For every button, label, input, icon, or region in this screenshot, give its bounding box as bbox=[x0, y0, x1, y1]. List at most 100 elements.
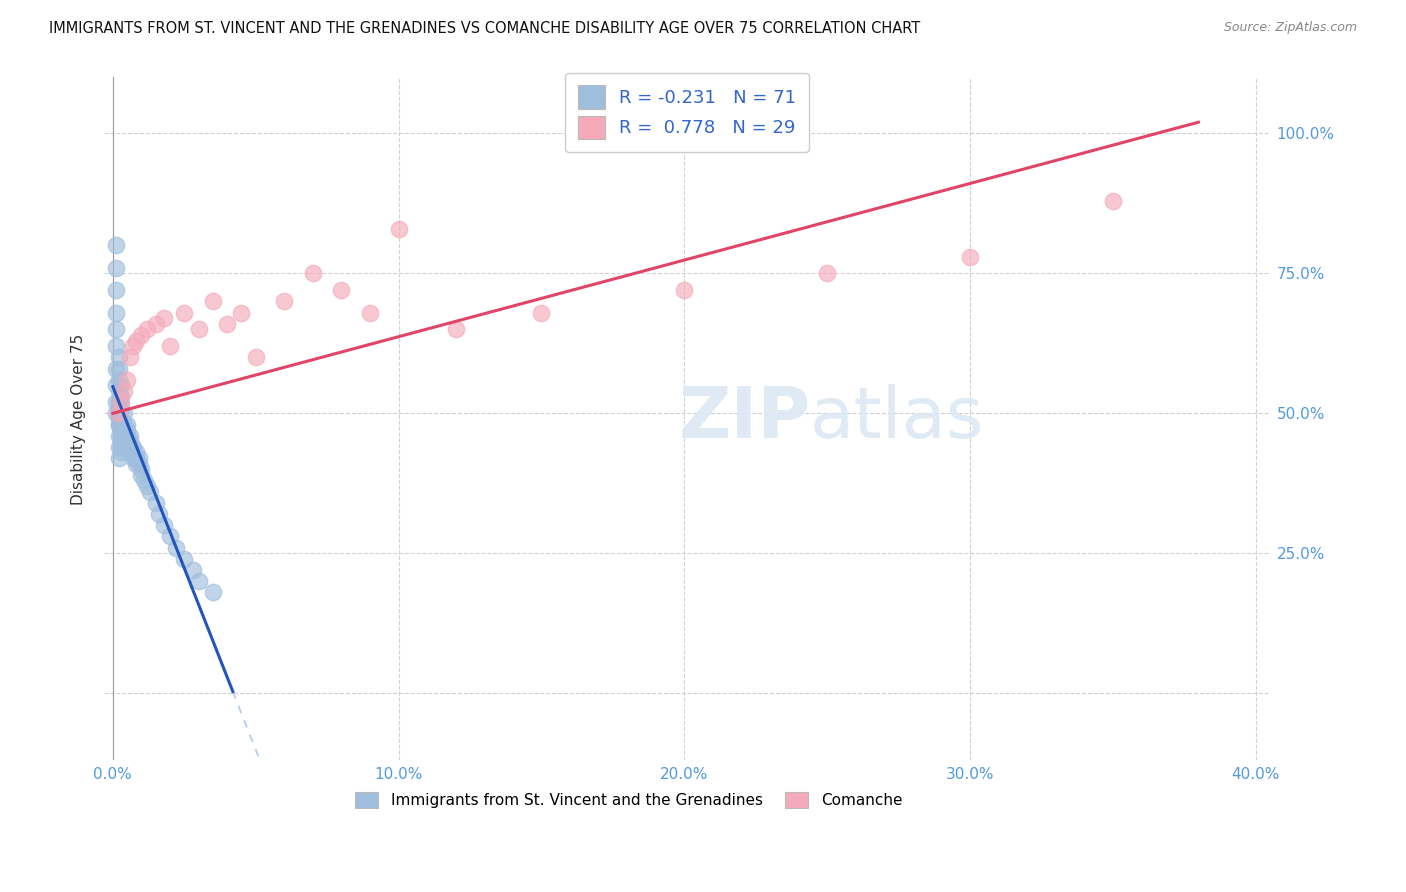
Point bbox=[115, 417, 138, 432]
Point bbox=[131, 327, 153, 342]
Legend: Immigrants from St. Vincent and the Grenadines, Comanche: Immigrants from St. Vincent and the Gren… bbox=[349, 786, 908, 814]
Point bbox=[131, 467, 153, 482]
Point bbox=[110, 428, 132, 442]
Point bbox=[159, 339, 181, 353]
Point bbox=[110, 395, 132, 409]
Point bbox=[139, 484, 162, 499]
Point bbox=[110, 440, 132, 454]
Point bbox=[115, 440, 138, 454]
Point bbox=[145, 317, 167, 331]
Point bbox=[115, 428, 138, 442]
Point bbox=[110, 412, 132, 426]
Point bbox=[136, 479, 159, 493]
Point bbox=[125, 457, 148, 471]
Point bbox=[110, 434, 132, 449]
Point bbox=[104, 260, 127, 275]
Point bbox=[673, 283, 696, 297]
Point bbox=[107, 417, 129, 432]
Point bbox=[530, 305, 553, 319]
Point bbox=[273, 294, 295, 309]
Point bbox=[201, 585, 224, 599]
Point bbox=[112, 406, 135, 420]
Point bbox=[107, 451, 129, 466]
Point bbox=[121, 339, 143, 353]
Point bbox=[112, 384, 135, 398]
Point bbox=[115, 423, 138, 437]
Point bbox=[125, 451, 148, 466]
Point bbox=[118, 445, 141, 459]
Point bbox=[145, 496, 167, 510]
Point bbox=[118, 440, 141, 454]
Point bbox=[173, 552, 195, 566]
Point bbox=[107, 440, 129, 454]
Point bbox=[110, 401, 132, 415]
Point bbox=[104, 339, 127, 353]
Point bbox=[107, 384, 129, 398]
Point bbox=[121, 445, 143, 459]
Point bbox=[359, 305, 381, 319]
Point bbox=[110, 423, 132, 437]
Point bbox=[112, 423, 135, 437]
Point bbox=[107, 412, 129, 426]
Point bbox=[104, 238, 127, 252]
Point bbox=[134, 474, 156, 488]
Point bbox=[330, 283, 353, 297]
Point bbox=[110, 390, 132, 404]
Point bbox=[107, 406, 129, 420]
Point bbox=[444, 322, 467, 336]
Text: Source: ZipAtlas.com: Source: ZipAtlas.com bbox=[1223, 21, 1357, 34]
Point bbox=[231, 305, 253, 319]
Point bbox=[187, 322, 209, 336]
Point bbox=[104, 395, 127, 409]
Point bbox=[136, 322, 159, 336]
Point bbox=[131, 462, 153, 476]
Text: IMMIGRANTS FROM ST. VINCENT AND THE GRENADINES VS COMANCHE DISABILITY AGE OVER 7: IMMIGRANTS FROM ST. VINCENT AND THE GREN… bbox=[49, 21, 921, 36]
Point bbox=[148, 507, 170, 521]
Point bbox=[107, 428, 129, 442]
Point bbox=[112, 440, 135, 454]
Point bbox=[1101, 194, 1123, 208]
Point bbox=[128, 451, 150, 466]
Point bbox=[118, 351, 141, 365]
Point bbox=[165, 541, 187, 555]
Point bbox=[104, 406, 127, 420]
Point bbox=[112, 434, 135, 449]
Point bbox=[125, 334, 148, 348]
Point bbox=[118, 428, 141, 442]
Point bbox=[153, 311, 176, 326]
Point bbox=[121, 440, 143, 454]
Point bbox=[112, 417, 135, 432]
Point bbox=[104, 283, 127, 297]
Point bbox=[125, 445, 148, 459]
Point bbox=[112, 428, 135, 442]
Point bbox=[110, 378, 132, 392]
Point bbox=[245, 351, 267, 365]
Point bbox=[217, 317, 239, 331]
Point bbox=[104, 305, 127, 319]
Point bbox=[201, 294, 224, 309]
Point bbox=[153, 518, 176, 533]
Text: ZIP: ZIP bbox=[679, 384, 811, 453]
Point bbox=[128, 457, 150, 471]
Point bbox=[115, 373, 138, 387]
Point bbox=[115, 434, 138, 449]
Point bbox=[107, 406, 129, 420]
Point bbox=[104, 378, 127, 392]
Y-axis label: Disability Age Over 75: Disability Age Over 75 bbox=[72, 334, 86, 505]
Point bbox=[104, 322, 127, 336]
Point bbox=[815, 266, 838, 280]
Point bbox=[187, 574, 209, 589]
Point bbox=[159, 529, 181, 543]
Point bbox=[181, 563, 204, 577]
Point bbox=[301, 266, 323, 280]
Text: atlas: atlas bbox=[810, 384, 984, 453]
Point bbox=[107, 351, 129, 365]
Point bbox=[107, 406, 129, 420]
Point bbox=[104, 361, 127, 376]
Point bbox=[173, 305, 195, 319]
Point bbox=[107, 417, 129, 432]
Point bbox=[107, 373, 129, 387]
Point bbox=[118, 434, 141, 449]
Point bbox=[121, 451, 143, 466]
Point bbox=[387, 221, 409, 235]
